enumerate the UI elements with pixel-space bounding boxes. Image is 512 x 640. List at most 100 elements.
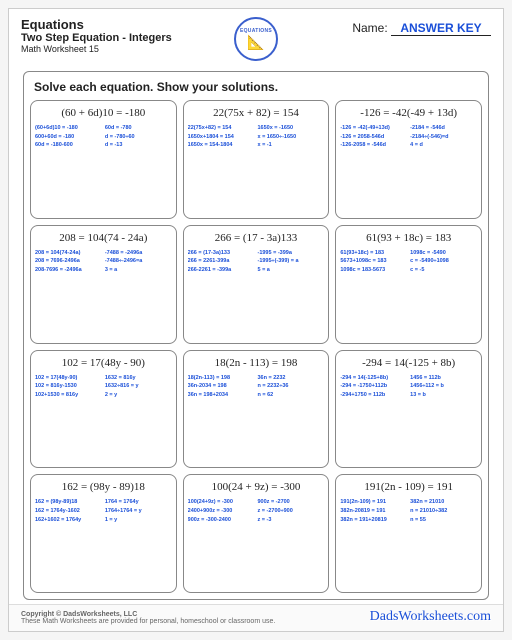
title-subtitle: Two Step Equation - Integers [21,32,226,44]
step: 266 = 2261-399a [188,258,255,266]
step: 266 = (17-3a)133 [188,250,255,258]
step: 18(2n-113) = 198 [188,375,255,383]
problem-cell: 102 = 17(48y - 90) 102 = 17(48y-90)1632 =… [30,350,177,469]
worksheet: Equations Two Step Equation - Integers M… [8,8,504,632]
step: 600+60d = -180 [35,134,102,142]
step: -294+1750 = 112b [340,392,407,400]
solution-steps: (60+6d)10 = -18060d = -780600+60d = -180… [35,125,172,150]
step: 382n = 21010 [410,499,477,507]
step: 3 = a [105,267,172,275]
step: x = -1 [257,142,324,150]
step: 1456÷112 = b [410,383,477,391]
solution-steps: 22(75x+82) = 1541650x = -16501650x+1804 … [188,125,325,150]
answer-key-label: ANSWER KEY [391,21,491,36]
copyright: Copyright © DadsWorksheets, LLC These Ma… [21,611,275,625]
solution-steps: 191(2n-109) = 191382n = 21010382n-20819 … [340,499,477,524]
equation: 208 = 104(74 - 24a) [35,232,172,244]
step: 2 = y [105,392,172,400]
step: 5 = a [257,267,324,275]
step: 1650x = -1650 [257,125,324,133]
step: -1995÷(-399) = a [257,258,324,266]
content-area: Solve each equation. Show your solutions… [23,71,489,600]
solution-steps: 266 = (17-3a)133-1995 = -399a266 = 2261-… [188,250,325,275]
solution-steps: 18(2n-113) = 19836n = 223236n-2034 = 198… [188,375,325,400]
step: 1650x+1804 = 154 [188,134,255,142]
step: -294 = 14(-125+8b) [340,375,407,383]
step: 1632÷816 = y [105,383,172,391]
step: 1650x = 154-1804 [188,142,255,150]
step: 1098c = 183-5673 [340,267,407,275]
footer: Copyright © DadsWorksheets, LLC These Ma… [9,604,503,631]
problem-cell: (60 + 6d)10 = -180(60+6d)10 = -18060d = … [30,100,177,219]
header: Equations Two Step Equation - Integers M… [9,9,503,65]
step: 22(75x+82) = 154 [188,125,255,133]
problem-cell: -126 = -42(-49 + 13d) -126 = -42(-49+13d)… [335,100,482,219]
step: z = -3 [257,517,324,525]
problem-cell: 18(2n - 113) = 19818(2n-113) = 19836n = … [183,350,330,469]
step: 102 = 816y-1530 [35,383,102,391]
equation: -126 = -42(-49 + 13d) [340,107,477,119]
step: -126 = -42(-49+13d) [340,125,407,133]
step: n = 62 [257,392,324,400]
name-label: Name: [352,21,387,35]
problem-cell: 22(75x + 82) = 15422(75x+82) = 1541650x … [183,100,330,219]
instruction: Solve each equation. Show your solutions… [30,80,482,94]
step: 382n-20819 = 191 [340,508,407,516]
step: 266-2261 = -399a [188,267,255,275]
solution-steps: 208 = 104(74-24a)-7488 = -2496a208 = 769… [35,250,172,275]
step: 36n = 198+2034 [188,392,255,400]
step: c = -5 [410,267,477,275]
step: 36n = 2232 [257,375,324,383]
equation: -294 = 14(-125 + 8b) [340,357,477,369]
step: 162 = (98y-89)18 [35,499,102,507]
step: x = 1650÷-1650 [257,134,324,142]
step: 382n = 191+20819 [340,517,407,525]
step: 191(2n-109) = 191 [340,499,407,507]
step: 208 = 7696-2496a [35,258,102,266]
step: d = -780÷60 [105,134,172,142]
equation: 22(75x + 82) = 154 [188,107,325,119]
solution-steps: 102 = 17(48y-90)1632 = 816y102 = 816y-15… [35,375,172,400]
solution-steps: -126 = -42(-49+13d)-2184 = -546d-126 = 2… [340,125,477,150]
step: 2400+900z = -300 [188,508,255,516]
step: 60d = -780 [105,125,172,133]
step: 1456 = 112b [410,375,477,383]
solution-steps: 162 = (98y-89)181764 = 1764y162 = 1764y-… [35,499,172,524]
problem-cell: -294 = 14(-125 + 8b) -294 = 14(-125+8b)14… [335,350,482,469]
step: -126-2058 = -546d [340,142,407,150]
step: n = 21010÷382 [410,508,477,516]
step: 1764÷1764 = y [105,508,172,516]
solution-steps: -294 = 14(-125+8b)1456 = 112b-294 = -175… [340,375,477,400]
equation: 102 = 17(48y - 90) [35,357,172,369]
problem-cell: 191(2n - 109) = 191191(2n-109) = 191382n… [335,474,482,593]
equations-logo: EQUATIONS 📐 [234,17,278,61]
step: 162 = 1764y-1602 [35,508,102,516]
title-main: Equations [21,17,226,32]
step: 102 = 17(48y-90) [35,375,102,383]
equation: 18(2n - 113) = 198 [188,357,325,369]
equation: 61(93 + 18c) = 183 [340,232,477,244]
step: 100(24+9z) = -300 [188,499,255,507]
problem-cell: 61(93 + 18c) = 183 61(93+18c) = 183 1098c … [335,225,482,344]
step: 900z = -300-2400 [188,517,255,525]
step: -7488÷-2496=a [105,258,172,266]
step: 102+1530 = 816y [35,392,102,400]
equation: 100(24 + 9z) = -300 [188,481,325,493]
problem-cell: 208 = 104(74 - 24a) 208 = 104(74-24a)-748… [30,225,177,344]
step: 5673+1098c = 183 [340,258,407,266]
header-left: Equations Two Step Equation - Integers M… [21,17,226,54]
problem-grid: (60 + 6d)10 = -180(60+6d)10 = -18060d = … [30,100,482,593]
step: 1632 = 816y [105,375,172,383]
step: -2184÷(-546)=d [410,134,477,142]
step: c = -5490÷1098 [410,258,477,266]
step: 162+1602 = 1764y [35,517,102,525]
brand-logo: DadsWorksheets.com [370,609,491,625]
equation: 266 = (17 - 3a)133 [188,232,325,244]
step: 61(93+18c) = 183 [340,250,407,258]
step: -1995 = -399a [257,250,324,258]
step: 900z = -2700 [257,499,324,507]
step: n = 55 [410,517,477,525]
step: n = 2232÷36 [257,383,324,391]
header-right: Name: ANSWER KEY [286,17,491,36]
worksheet-number: Math Worksheet 15 [21,44,226,54]
